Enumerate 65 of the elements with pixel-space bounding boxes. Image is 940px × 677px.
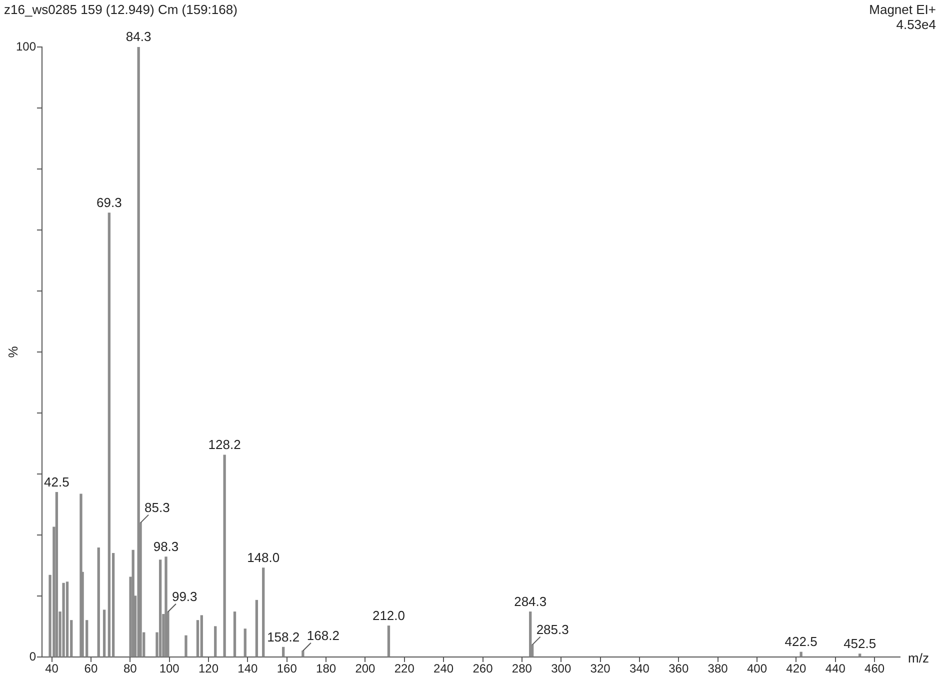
x-tick-label: 100 [159, 662, 180, 676]
x-tick-label: 420 [786, 662, 807, 676]
annotation: 158.2 [267, 629, 300, 644]
annotation: 284.3 [514, 594, 547, 609]
x-tick-label: 360 [668, 662, 689, 676]
x-tick-label: 140 [238, 662, 258, 676]
bar [302, 650, 304, 657]
bar [233, 612, 236, 657]
x-tick-label: 320 [590, 662, 611, 676]
annotation: 452.5 [844, 636, 876, 652]
bar [387, 626, 390, 657]
bar [137, 47, 140, 657]
bar [223, 454, 226, 657]
annotation: 99.3 [172, 588, 198, 604]
y-axis-title: % [6, 346, 21, 358]
x-tick-label: 80 [123, 662, 138, 676]
bar [108, 212, 111, 657]
bar [262, 568, 265, 657]
bar [858, 654, 862, 657]
bar [200, 615, 203, 657]
bar [244, 628, 246, 657]
x-tick-label: 340 [629, 662, 650, 676]
x-tick-label: 160 [276, 662, 298, 676]
bar [66, 582, 69, 657]
annotation: 148.0 [247, 550, 280, 566]
annotation: 84.3 [126, 29, 152, 44]
x-tick-label: 120 [198, 662, 219, 676]
x-tick-label: 380 [708, 662, 728, 676]
x-tick-label: 400 [746, 662, 768, 676]
bar [282, 646, 285, 657]
x-tick-label: 280 [512, 662, 532, 676]
bar [255, 600, 258, 657]
annotation: 168.2 [306, 628, 340, 643]
x-tick-label: 180 [316, 662, 336, 676]
annotation: 98.3 [153, 539, 179, 554]
x-tick-label: 240 [434, 662, 454, 676]
bar [97, 547, 100, 657]
bar [800, 652, 802, 657]
annotation: 285.3 [536, 622, 569, 637]
x-tick-label: 260 [472, 662, 494, 676]
bar [55, 492, 58, 657]
bar [184, 635, 188, 657]
x-axis-title: m/z [908, 650, 929, 666]
x-tick-label: 440 [825, 662, 846, 676]
bar [214, 626, 217, 657]
bar [158, 560, 162, 657]
x-tick-label: 220 [394, 662, 415, 676]
x-tick-label: 60 [84, 662, 98, 676]
annotation: 128.2 [208, 437, 241, 452]
annotation: 85.3 [144, 500, 170, 515]
bar [164, 556, 168, 657]
x-tick-label: 40 [45, 662, 59, 676]
x-tick-label: 200 [355, 662, 376, 676]
text: 4.53e4 [896, 17, 936, 32]
bar [62, 582, 65, 657]
annotation: 69.3 [96, 195, 122, 210]
bar [102, 610, 106, 657]
x-tick-label: 460 [864, 662, 885, 676]
y-tick-label: 0 [29, 649, 36, 664]
annotation: 212.0 [372, 608, 405, 623]
annotation: 42.5 [44, 474, 70, 490]
chart-title: z16_ws0285 159 (12.949) Cm (159:168) [4, 2, 238, 18]
x-tick-label: 300 [551, 662, 572, 676]
text: Magnet EI+ [869, 2, 936, 18]
annotation: 422.5 [784, 634, 818, 650]
